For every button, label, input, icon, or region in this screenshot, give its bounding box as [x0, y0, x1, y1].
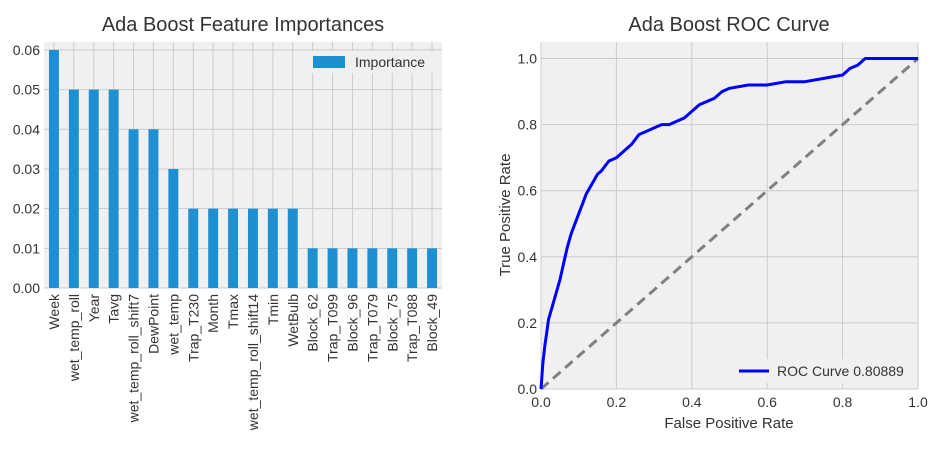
roc-curve-line: [539, 57, 918, 390]
left-x-tick-label: Trap_T099: [325, 294, 341, 362]
importance-bar: [208, 208, 219, 288]
left-legend-label: Importance: [355, 54, 425, 70]
left-y-tick-label: 0.00: [13, 280, 40, 296]
right-x-tick-label: 0.0: [531, 394, 551, 410]
right-y-tick-label: 0.4: [518, 249, 538, 265]
chance-diagonal-line: [540, 57, 919, 391]
right-x-tick-label: 0.8: [833, 394, 853, 410]
left-x-tick-label: Block_49: [424, 294, 440, 352]
right-x-axis-label: False Positive Rate: [664, 415, 793, 432]
right-y-tick-labels: 0.0 0.2 0.4 0.6 0.8 1.0: [518, 51, 538, 397]
left-x-tick-label: Week: [46, 293, 62, 330]
left-x-tick-label: wet_temp_roll_shift7: [126, 294, 142, 424]
roc-curve-chart: 0.0 0.2 0.4 0.6 0.8 1.0 0.0 0.2 0.4 0.6 0.8 1.0 Ad…: [488, 0, 952, 451]
left-x-tick-label: Tavg: [106, 294, 122, 324]
right-series: [539, 57, 919, 391]
importance-bar: [88, 89, 99, 288]
importance-bar: [327, 248, 338, 288]
left-y-tick-label: 0.03: [13, 161, 40, 177]
right-y-tick-label: 0.6: [518, 183, 538, 199]
left-x-tick-label: WetBulb: [285, 294, 301, 347]
left-plot-area: [44, 42, 442, 288]
left-x-tick-label: wet_temp_roll_shift14: [245, 294, 261, 431]
right-y-tick-label: 0.0: [518, 381, 538, 397]
right-x-tick-label: 0.6: [757, 394, 777, 410]
importance-bar: [347, 248, 358, 288]
right-x-tick-label: 1.0: [908, 394, 928, 410]
left-x-tick-label: Trap_T088: [404, 294, 420, 362]
importance-bar: [287, 208, 298, 288]
left-x-tick-label: DewPoint: [145, 294, 161, 354]
right-x-tick-label: 0.4: [682, 394, 702, 410]
right-x-tick-labels: 0.0 0.2 0.4 0.6 0.8 1.0: [531, 394, 928, 410]
importance-bar: [228, 208, 239, 288]
right-y-axis-label: True Positive Rate: [497, 154, 514, 277]
importance-bar: [168, 168, 179, 288]
left-y-tick-label: 0.04: [13, 121, 40, 137]
left-x-tick-label: Block_62: [305, 294, 321, 352]
importance-bar: [128, 129, 139, 288]
left-x-tick-label: Block_96: [344, 294, 360, 352]
importance-bar: [188, 208, 199, 288]
right-chart-title: Ada Boost ROC Curve: [628, 14, 829, 36]
left-x-tick-label: Tmin: [265, 294, 281, 325]
left-chart-title: Ada Boost Feature Importances: [102, 14, 384, 36]
importance-bar: [307, 248, 318, 288]
right-legend: ROC Curve 0.80889: [730, 359, 910, 383]
left-y-tick-label: 0.06: [13, 42, 40, 58]
left-y-tick-labels: 0.00 0.01 0.02 0.03 0.04 0.05 0.06: [13, 42, 40, 296]
right-y-tick-label: 0.8: [518, 117, 538, 133]
right-y-tick-label: 1.0: [518, 51, 538, 67]
importance-bar: [48, 49, 59, 288]
importance-bar: [267, 208, 278, 288]
importance-bar: [427, 248, 438, 288]
left-x-tick-label: Year: [86, 294, 102, 323]
importance-bar: [407, 248, 418, 288]
right-y-tick-label: 0.2: [518, 315, 538, 331]
importance-bar: [247, 208, 258, 288]
left-legend: Importance: [304, 51, 436, 73]
right-legend-label: ROC Curve 0.80889: [777, 363, 904, 379]
left-x-tick-label: Month: [205, 294, 221, 333]
importance-bar: [148, 129, 159, 288]
left-x-tick-label: Tmax: [225, 294, 241, 329]
left-y-tick-label: 0.02: [13, 201, 40, 217]
right-x-tick-label: 0.2: [607, 394, 627, 410]
left-x-tick-label: wet_temp: [165, 294, 181, 356]
left-x-tick-label: wet_temp_roll: [66, 294, 82, 382]
importance-bar: [108, 89, 119, 288]
right-plot-area: [541, 42, 918, 389]
left-x-tick-label: Block_75: [384, 294, 400, 352]
feature-importance-chart: 0.000.010.020.030.040.050.06 Week wet_tem…: [0, 0, 470, 451]
left-bars: [48, 49, 438, 288]
left-x-tick-label: Trap_T079: [364, 294, 380, 362]
left-x-tick-label: Trap_T230: [185, 294, 201, 362]
left-y-tick-label: 0.05: [13, 82, 40, 98]
importance-bar: [367, 248, 378, 288]
left-x-tick-labels: Week wet_temp_roll Year Tavg wet_temp_roll_s…: [46, 293, 440, 431]
left-legend-swatch: [313, 56, 345, 68]
importance-bar: [387, 248, 398, 288]
right-grid: [540, 42, 919, 390]
importance-bar: [68, 89, 79, 288]
left-y-tick-label: 0.01: [13, 240, 40, 256]
